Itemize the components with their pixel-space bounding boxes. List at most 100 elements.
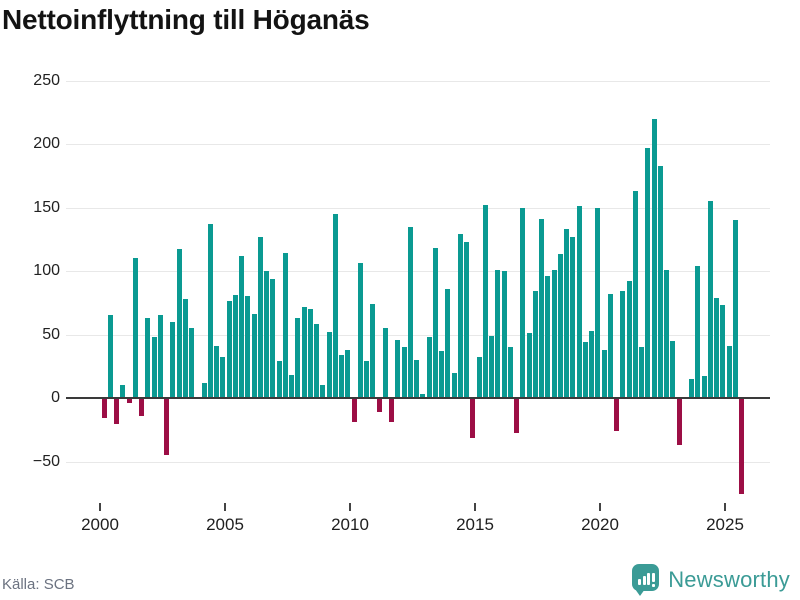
- bar: [626, 281, 632, 398]
- bar: [557, 254, 563, 398]
- bar: [214, 345, 219, 398]
- y-gridline: [66, 271, 770, 272]
- x-axis-tick-label: 2005: [206, 515, 244, 534]
- x-axis-tick-label: 2000: [81, 515, 119, 534]
- bar: [539, 218, 544, 398]
- bar: [364, 361, 369, 398]
- bar: [495, 269, 501, 398]
- bar: [132, 258, 138, 398]
- x-axis-tick-label: 2025: [706, 515, 744, 534]
- bar: [632, 190, 638, 398]
- bar: [701, 376, 707, 398]
- bar: [307, 309, 313, 398]
- bar: [301, 306, 307, 398]
- bar: [582, 342, 588, 398]
- bar: [157, 315, 163, 398]
- bar: [620, 291, 626, 398]
- bar: [239, 255, 244, 398]
- bar: [151, 337, 157, 398]
- bar: [107, 315, 113, 398]
- x-axis-tick-label: 2010: [331, 515, 369, 534]
- bar: [120, 385, 126, 398]
- bar: [145, 317, 151, 398]
- bar: [170, 321, 176, 398]
- bar: [614, 399, 619, 431]
- y-axis-tick-label: 150: [33, 198, 60, 216]
- bar: [295, 317, 301, 398]
- bar: [407, 226, 413, 398]
- bar: [695, 265, 701, 398]
- bar: [189, 328, 194, 398]
- bar: [664, 269, 669, 398]
- bar: [714, 297, 719, 398]
- x-axis-tick: [474, 503, 476, 511]
- bar: [470, 399, 476, 439]
- bar: [126, 399, 132, 403]
- bar: [226, 301, 232, 398]
- bar: [651, 118, 657, 398]
- x-axis-tick-label: 2020: [581, 515, 619, 534]
- bar: [645, 147, 651, 398]
- bar: [401, 347, 407, 398]
- bar: [726, 345, 732, 398]
- bar: [520, 207, 526, 398]
- zero-baseline: [66, 397, 770, 399]
- bar: [482, 204, 488, 398]
- bar: [289, 375, 294, 398]
- bar: [707, 201, 713, 398]
- bar: [357, 263, 363, 398]
- bar: [389, 399, 394, 422]
- bar: [270, 278, 276, 398]
- bar: [245, 296, 251, 398]
- bar: [414, 359, 419, 398]
- bar: [320, 385, 326, 398]
- bar: [339, 354, 344, 398]
- y-axis-tick-label: 0: [51, 389, 60, 406]
- x-axis-tick: [599, 503, 601, 511]
- x-axis-tick: [224, 503, 226, 511]
- bar: [532, 291, 538, 398]
- bar: [139, 399, 144, 416]
- bar: [382, 328, 388, 398]
- bar: [370, 304, 376, 398]
- bar: [201, 382, 207, 398]
- newsworthy-logo[interactable]: Newsworthy: [632, 563, 790, 597]
- bar: [232, 295, 238, 398]
- y-axis-tick-label: 50: [42, 325, 60, 343]
- net-migration-bar-chart: 250 200 150 100 50 0 −50 2000 2005 2010 2015 2020 20…: [0, 60, 800, 534]
- bar: [670, 340, 676, 398]
- bar: [114, 399, 119, 425]
- y-gridline: [66, 144, 770, 145]
- bar: [101, 399, 107, 419]
- bar: [607, 293, 613, 398]
- y-axis-tick-label: 250: [33, 71, 60, 89]
- bar: [545, 276, 551, 398]
- bar: [689, 378, 694, 398]
- bar: [526, 333, 532, 398]
- bar: [326, 331, 332, 398]
- bar: [314, 324, 319, 398]
- bar: [501, 271, 507, 398]
- bar: [595, 207, 601, 398]
- bar: [601, 349, 607, 398]
- bar: [739, 399, 744, 495]
- newsworthy-bar-chart-bubble-icon: [632, 564, 660, 596]
- bar: [182, 298, 188, 398]
- bar: [164, 399, 169, 455]
- source-text: Källa: SCB: [2, 576, 75, 593]
- y-axis-tick-label: 200: [33, 135, 60, 152]
- bar: [426, 337, 432, 398]
- bar: [457, 234, 463, 398]
- x-axis-tick: [724, 503, 726, 511]
- bar: [657, 165, 663, 398]
- bar: [639, 347, 644, 398]
- bar: [576, 206, 582, 398]
- y-axis-tick-label: −50: [32, 452, 60, 470]
- bar: [257, 236, 263, 398]
- newsworthy-logo-text: Newsworthy: [668, 567, 790, 592]
- bar: [351, 399, 357, 422]
- bar: [220, 357, 226, 398]
- page-title: Nettoinflyttning till Höganäs: [2, 4, 370, 35]
- bar: [732, 220, 738, 398]
- y-gridline: [66, 334, 770, 336]
